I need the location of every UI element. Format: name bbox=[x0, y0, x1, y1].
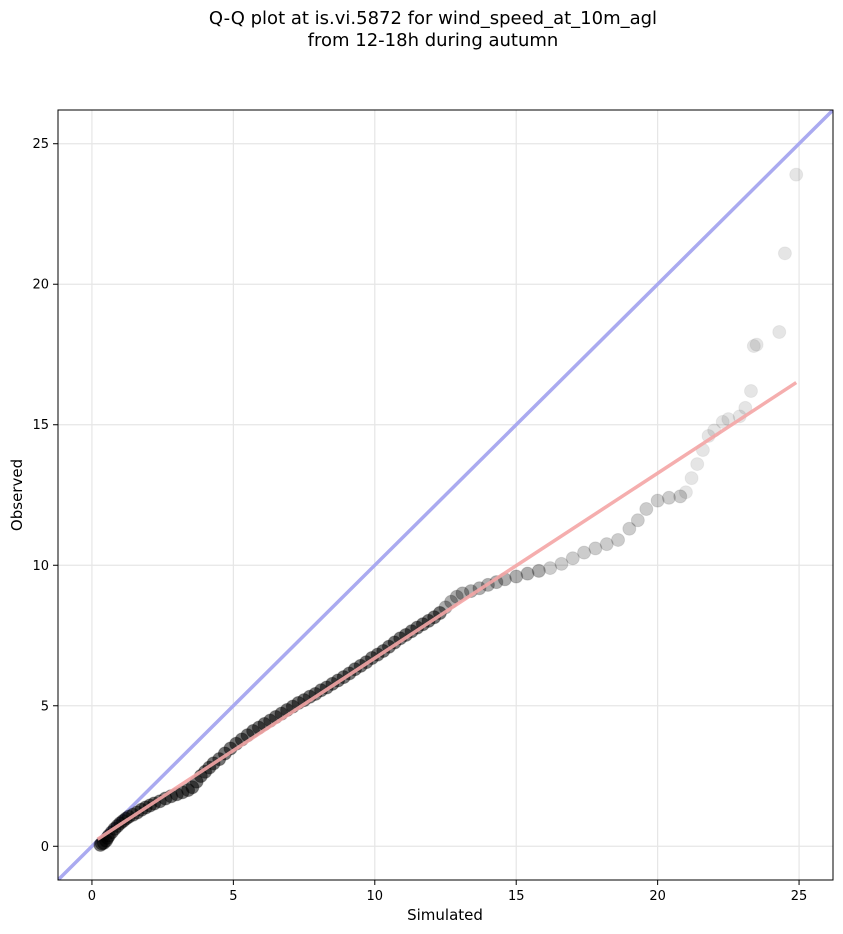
data-point bbox=[599, 537, 614, 552]
data-point bbox=[749, 337, 764, 352]
plot-area bbox=[58, 110, 833, 880]
y-tick-label: 0 bbox=[41, 840, 49, 855]
data-point bbox=[673, 489, 688, 504]
data-point bbox=[715, 414, 730, 429]
data-point bbox=[577, 545, 592, 560]
data-point bbox=[565, 551, 580, 566]
data-point bbox=[777, 246, 792, 261]
data-point bbox=[543, 561, 558, 576]
chart-title: Q-Q plot at is.vi.5872 for wind_speed_at… bbox=[0, 8, 843, 52]
fit-line bbox=[96, 381, 798, 841]
data-point bbox=[520, 566, 535, 581]
x-tick-label: 15 bbox=[508, 889, 525, 904]
data-point bbox=[678, 485, 693, 500]
data-point bbox=[684, 471, 699, 486]
data-point bbox=[611, 532, 626, 547]
data-point bbox=[743, 384, 758, 399]
y-tick-label: 20 bbox=[32, 278, 49, 293]
x-axis-label: Simulated bbox=[407, 906, 483, 924]
y-tick-label: 15 bbox=[32, 418, 49, 433]
y-tick-label: 5 bbox=[41, 699, 49, 714]
reference-line bbox=[58, 110, 833, 880]
x-tick-label: 25 bbox=[791, 889, 808, 904]
data-point bbox=[630, 513, 645, 528]
x-tick-label: 0 bbox=[88, 889, 96, 904]
data-point bbox=[588, 541, 603, 556]
chart-title-line-2: from 12-18h during autumn bbox=[307, 30, 559, 51]
data-point bbox=[639, 502, 654, 517]
data-point bbox=[690, 457, 705, 472]
y-tick-label: 10 bbox=[32, 559, 49, 574]
data-point bbox=[650, 493, 665, 508]
data-point bbox=[554, 556, 569, 571]
chart-title-line-1: Q-Q plot at is.vi.5872 for wind_speed_at… bbox=[208, 8, 658, 29]
data-point bbox=[772, 325, 787, 340]
x-tick-label: 20 bbox=[649, 889, 666, 904]
data-point bbox=[509, 569, 524, 584]
data-points bbox=[93, 167, 804, 852]
x-axis: 0 5 10 15 20 25 bbox=[88, 880, 808, 904]
data-point bbox=[746, 339, 761, 354]
data-point bbox=[531, 563, 546, 578]
data-point bbox=[789, 167, 804, 182]
y-axis-label: Observed bbox=[8, 459, 26, 531]
x-tick-label: 5 bbox=[229, 889, 237, 904]
y-axis: 0 5 10 15 20 25 bbox=[32, 137, 58, 855]
x-tick-label: 10 bbox=[367, 889, 384, 904]
y-tick-label: 25 bbox=[32, 137, 49, 152]
data-point bbox=[622, 521, 637, 536]
data-point bbox=[661, 490, 676, 505]
plot-frame bbox=[57, 109, 834, 881]
